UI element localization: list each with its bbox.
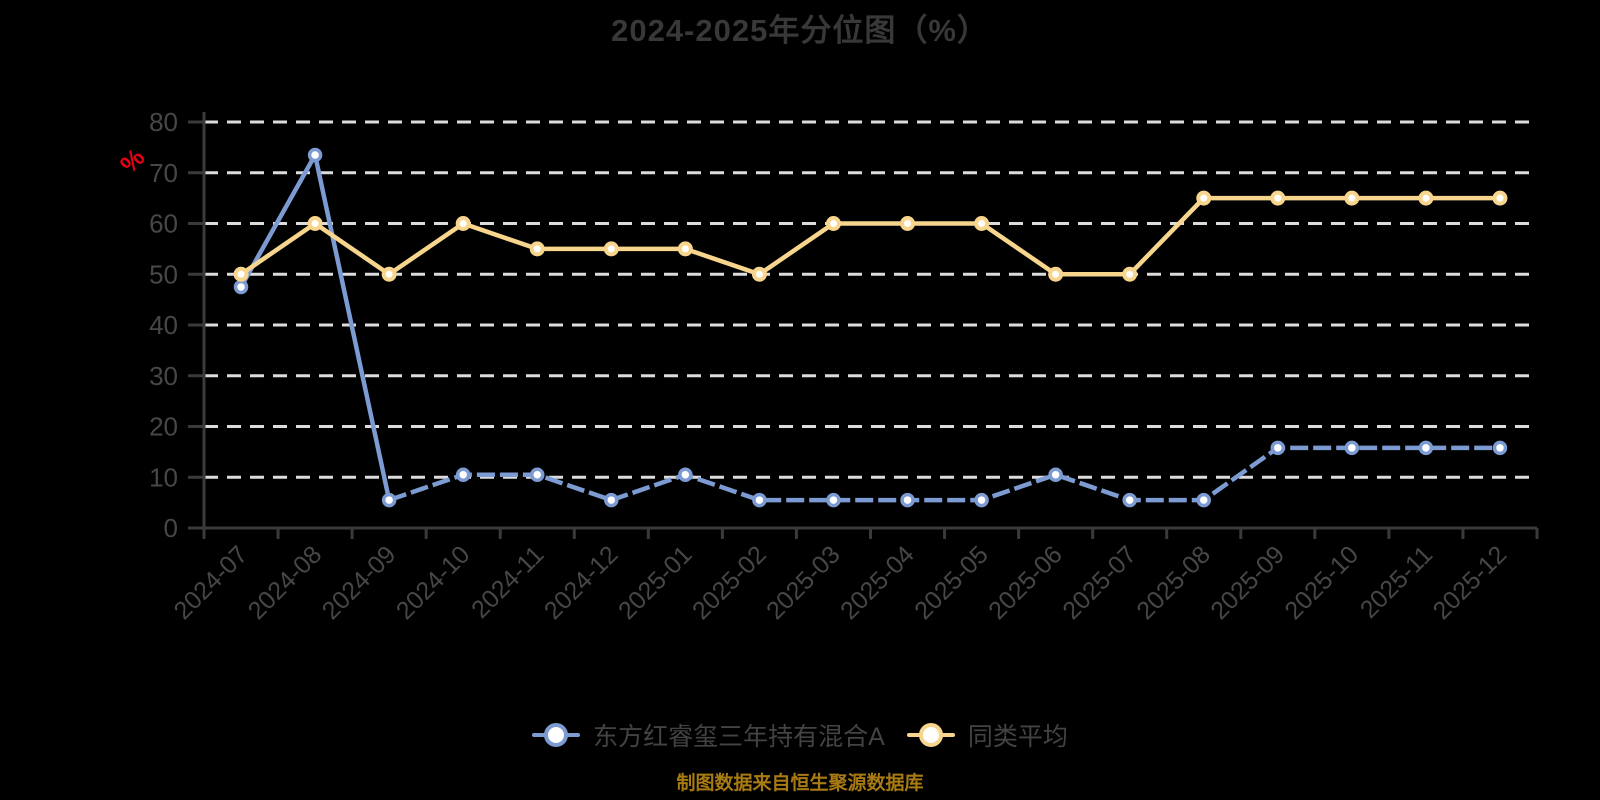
y-tick-label-20: 20: [149, 412, 178, 442]
x-tick-label-2024-07: 2024-07: [169, 540, 254, 625]
grid-lines: [204, 120, 1537, 479]
fund-marker-2025-08: [1196, 492, 1211, 508]
fund-marker-2024-07: [233, 279, 249, 295]
peer-marker-2025-11: [1418, 190, 1434, 206]
y-tick-label-0: 0: [164, 513, 178, 543]
chart-title: 2024-2025年分位图（%）: [611, 13, 989, 48]
x-axis-ticks: 2024-072024-082024-092024-102024-112024-…: [169, 528, 1539, 625]
legend-item-fund[interactable]: 东方红睿玺三年持有混合A: [532, 717, 885, 753]
fund-marker-2025-10: [1344, 440, 1360, 456]
fund-marker-2025-05: [974, 492, 989, 508]
x-tick-label-2025-12: 2025-12: [1428, 540, 1513, 625]
y-axis-ticks: 0 10 20 30 40 50 60 70 80: [149, 107, 204, 543]
fund-legend-marker-icon: [544, 723, 569, 747]
x-tick-label-2025-06: 2025-06: [983, 540, 1068, 625]
fund-marker-2025-12: [1492, 440, 1508, 456]
fund-marker-2025-07: [1122, 492, 1137, 508]
peer-line: [239, 195, 1500, 277]
x-tick-label-2024-08: 2024-08: [243, 540, 328, 625]
x-tick-label-2025-01: 2025-01: [613, 540, 698, 625]
x-tick-label-2025-11: 2025-11: [1355, 540, 1438, 623]
y-tick-label-40: 40: [149, 310, 178, 340]
peer-legend-line-icon: [906, 723, 955, 747]
x-tick-label-2024-12: 2024-12: [539, 540, 624, 625]
peer-marker-2025-06: [1048, 266, 1064, 282]
fund-marker-2025-06: [1048, 467, 1063, 482]
peer-marker-2025-10: [1344, 190, 1360, 206]
fund-line-solid: [239, 152, 392, 501]
series-fund: [233, 147, 1508, 508]
fund-legend-label: 东方红睿玺三年持有混合A: [593, 723, 885, 751]
fund-marker-2024-11: [530, 467, 545, 482]
peer-marker-2024-08: [307, 216, 323, 231]
y-tick-label-60: 60: [149, 209, 178, 239]
x-tick-label-2025-03: 2025-03: [761, 540, 846, 625]
peer-marker-2024-10: [455, 216, 471, 231]
peer-marker-2025-05: [974, 216, 990, 231]
fund-marker-2025-03: [826, 492, 841, 508]
x-tick-label-2024-10: 2024-10: [391, 540, 476, 625]
x-tick-label-2024-11: 2024-11: [466, 540, 549, 623]
peer-marker-2025-04: [900, 216, 916, 231]
data-source-note: 制图数据来自恒生聚源数据库: [676, 773, 924, 794]
peer-marker-2025-12: [1492, 190, 1508, 206]
peer-legend-marker-icon: [918, 723, 943, 747]
peer-marker-2024-11: [529, 241, 545, 257]
x-tick-label-2025-09: 2025-09: [1205, 540, 1290, 625]
fund-marker-2025-02: [752, 492, 767, 508]
fund-line-dashed: [388, 445, 1500, 503]
y-tick-label-10: 10: [149, 462, 178, 492]
axes: [202, 112, 1537, 530]
y-tick-label-70: 70: [149, 158, 178, 188]
peer-marker-2025-01: [677, 241, 693, 257]
x-tick-label-2025-08: 2025-08: [1131, 540, 1216, 625]
x-tick-label-2025-10: 2025-10: [1279, 540, 1364, 625]
legend-item-peer-average[interactable]: 同类平均: [906, 717, 1068, 753]
fund-marker-2024-09: [381, 492, 397, 508]
peer-legend-label: 同类平均: [967, 723, 1068, 751]
x-tick-label-2025-04: 2025-04: [835, 540, 920, 625]
x-tick-label-2025-02: 2025-02: [687, 540, 772, 625]
fund-marker-2025-01: [678, 467, 693, 482]
peer-marker-2024-07: [233, 266, 249, 282]
peer-marker-2025-09: [1270, 190, 1286, 206]
fund-marker-2024-08: [307, 147, 323, 163]
fund-marker-2025-11: [1418, 440, 1434, 456]
fund-marker-2024-10: [455, 467, 471, 482]
y-tick-label-30: 30: [149, 361, 178, 391]
x-tick-label-2025-05: 2025-05: [909, 540, 994, 625]
series-peer-average: [233, 190, 1508, 282]
x-tick-label-2025-07: 2025-07: [1057, 540, 1142, 625]
fund-legend-line-icon: [532, 723, 581, 747]
fund-marker-2025-04: [900, 492, 915, 508]
x-tick-label-2024-09: 2024-09: [317, 540, 402, 625]
peer-marker-2025-07: [1122, 266, 1138, 282]
peer-marker-2025-08: [1196, 190, 1212, 206]
y-tick-label-50: 50: [149, 259, 178, 289]
peer-marker-2024-12: [603, 241, 619, 257]
peer-marker-2025-03: [825, 216, 841, 231]
chart-legend: 东方红睿玺三年持有混合A 同类平均: [0, 712, 1600, 758]
peer-marker-2025-02: [751, 266, 767, 282]
fund-marker-2024-12: [604, 492, 619, 508]
fund-marker-2025-09: [1270, 440, 1286, 456]
y-tick-label-80: 80: [149, 107, 178, 137]
peer-marker-2024-09: [381, 266, 397, 282]
